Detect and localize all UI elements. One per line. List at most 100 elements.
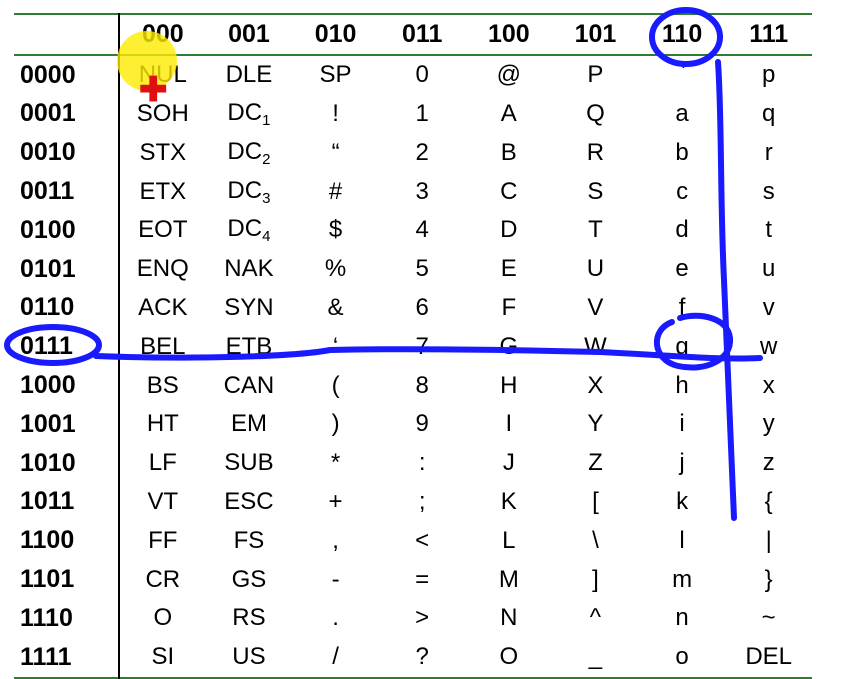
cell-text: ] — [592, 565, 599, 593]
table-cell: T — [552, 211, 639, 250]
cell-text: 8 — [415, 371, 429, 399]
row-header: 1101 — [14, 560, 120, 599]
table-cell: < — [379, 521, 466, 560]
cell-text: n — [675, 604, 689, 632]
cell-text: BS — [146, 371, 179, 399]
table-cell: P — [552, 55, 639, 95]
table-cell: x — [725, 366, 812, 405]
table-cell: 5 — [379, 250, 466, 289]
cell-text: E — [500, 255, 517, 283]
table-cell: o — [639, 638, 726, 678]
cell-text: ACK — [138, 293, 188, 321]
cell-text: f — [678, 293, 686, 321]
table-cell: 7 — [379, 327, 466, 366]
cell-text: e — [675, 255, 689, 283]
cell-text: + — [328, 487, 343, 515]
table-cell: ‘ — [292, 327, 379, 366]
cell-text: H — [500, 371, 518, 399]
table-cell: W — [552, 327, 639, 366]
cell-text: l — [679, 526, 685, 554]
table-cell: - — [292, 560, 379, 599]
cell-text: m — [672, 565, 693, 593]
cell-text: ( — [331, 371, 340, 399]
cell-subscript: 1 — [262, 111, 271, 129]
table-cell: d — [639, 211, 726, 250]
table-cell: BEL — [119, 327, 206, 366]
cell-text: ‘ — [332, 332, 339, 360]
table-cell: 1 — [379, 95, 466, 134]
table-cell: a — [639, 95, 726, 134]
table-cell: ^ — [552, 599, 639, 638]
cell-text: VT — [147, 487, 179, 515]
cell-text: DC — [227, 215, 263, 243]
cursor-highlight — [117, 31, 177, 91]
table-cell: K — [466, 483, 553, 522]
cell-text: GS — [231, 565, 267, 593]
cell-text: N — [500, 604, 518, 632]
cell-text: Y — [587, 410, 604, 438]
cell-text: U — [586, 255, 605, 283]
cursor-cross-icon: ✚ — [139, 71, 168, 109]
cell-text: o — [675, 643, 689, 671]
table-cell: ACK — [119, 289, 206, 328]
cell-text: a — [675, 99, 689, 127]
table-cell: C — [466, 172, 553, 211]
cell-text: CAN — [223, 371, 275, 399]
cell-text: DEL — [745, 643, 793, 671]
table-cell: N — [466, 599, 553, 638]
row-header: 0000 — [14, 54, 120, 95]
cell-text: c — [676, 177, 689, 205]
table-cell: 2 — [379, 133, 466, 172]
row-header: 1011 — [14, 482, 120, 522]
cell-text: = — [415, 565, 430, 593]
cell-text: ) — [331, 410, 340, 438]
cell-text: 5 — [415, 255, 429, 283]
table-cell: G — [466, 327, 553, 366]
table-cell: CR — [119, 560, 206, 599]
cell-text: 0 — [415, 61, 429, 89]
table-cell: X — [552, 366, 639, 405]
table-cell: Y — [552, 405, 639, 444]
table-cell: @ — [466, 55, 553, 95]
column-header: 011 — [402, 19, 443, 48]
table-cell: SI — [119, 638, 206, 678]
cell-text: 9 — [415, 410, 429, 438]
table-cell: j — [639, 444, 726, 483]
table-cell: BS — [119, 366, 206, 405]
table-cell: w — [725, 327, 812, 366]
table-cell: g — [639, 327, 726, 366]
table-cell: $ — [292, 211, 379, 250]
cell-text: G — [499, 332, 519, 360]
cell-text: < — [415, 526, 430, 554]
table-cell: DLE — [206, 55, 293, 95]
table-cell: | — [725, 521, 812, 560]
column-header: 001 — [228, 19, 270, 48]
column-header: 101 — [574, 19, 617, 48]
table-cell: Q — [552, 95, 639, 134]
cell-text: NAK — [224, 255, 274, 283]
table-cell: y — [725, 405, 812, 444]
table-cell: * — [292, 444, 379, 483]
cell-text: B — [500, 138, 517, 166]
table-cell: p — [725, 55, 812, 95]
cell-text: b — [675, 138, 689, 166]
cell-text: z — [762, 449, 775, 477]
table-cell: HT — [119, 405, 206, 444]
table-cell: k — [639, 483, 726, 522]
table-cell: ETX — [119, 172, 206, 211]
cell-text: SYN — [224, 293, 274, 321]
table-cell: “ — [292, 133, 379, 172]
cell-text: % — [324, 255, 347, 283]
cell-text: g — [675, 332, 689, 360]
table-cell: A — [466, 95, 553, 134]
cell-text: y — [762, 410, 775, 438]
table-cell: ! — [292, 95, 379, 134]
cell-text: I — [505, 410, 513, 438]
table-cell: R — [552, 133, 639, 172]
table-cell: FS — [206, 521, 293, 560]
